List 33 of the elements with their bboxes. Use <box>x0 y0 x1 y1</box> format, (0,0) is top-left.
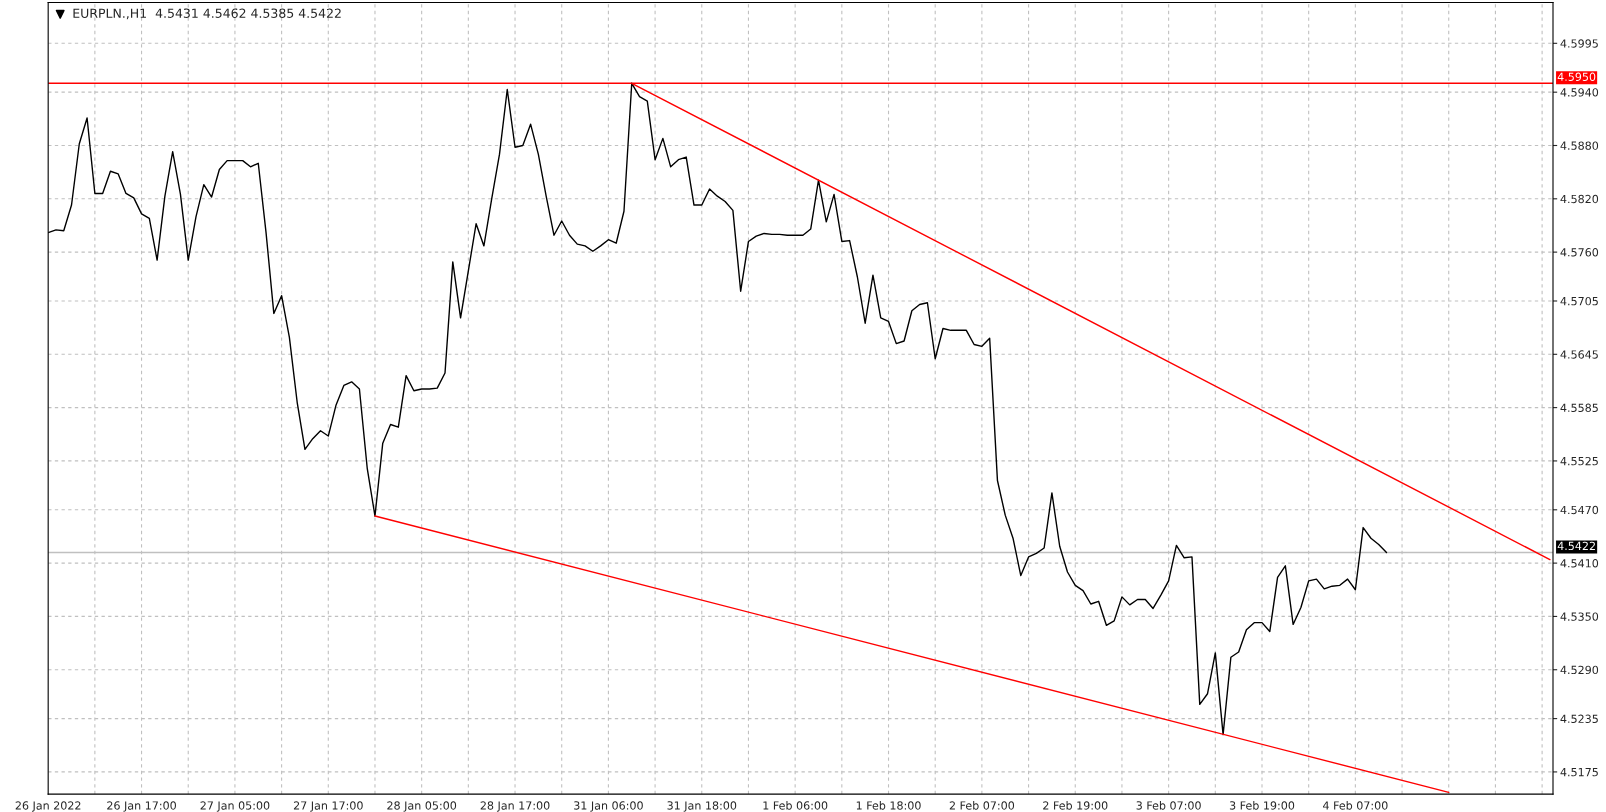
y-tick-label: 4.5235 <box>1560 714 1598 723</box>
x-tick-label: 3 Feb 07:00 <box>1136 801 1201 810</box>
chart-title: EURPLN.,H1 4.5431 4.5462 4.5385 4.5422 <box>73 8 341 20</box>
y-tick-label: 4.5290 <box>1560 665 1599 675</box>
ref-line-label: 4.5950 <box>1557 72 1596 81</box>
x-tick-label: 26 Jan 2022 <box>15 801 81 812</box>
y-tick-label: 4.5470 <box>1560 505 1599 515</box>
y-tick-label: 4.5350 <box>1560 612 1599 621</box>
x-tick-label: 31 Jan 18:00 <box>667 801 737 812</box>
x-tick-label: 4 Feb 07:00 <box>1323 801 1388 810</box>
x-tick-label: 1 Feb 06:00 <box>763 801 828 810</box>
y-tick-label: 4.5820 <box>1560 194 1599 204</box>
x-tick-label: 2 Feb 19:00 <box>1043 801 1108 810</box>
x-tick-label: 31 Jan 06:00 <box>574 801 643 812</box>
ref-line-label: 4.5422 <box>1557 541 1595 551</box>
y-tick-label: 4.5645 <box>1560 350 1598 359</box>
y-tick-label: 4.5175 <box>1560 768 1598 777</box>
x-tick-label: 27 Jan 05:00 <box>200 801 270 812</box>
y-tick-label: 4.5585 <box>1560 403 1598 412</box>
x-tick-label: 28 Jan 05:00 <box>387 801 457 812</box>
x-tick-label: 28 Jan 17:00 <box>480 801 550 812</box>
x-tick-label: 3 Feb 19:00 <box>1229 801 1295 810</box>
y-tick-label: 4.5940 <box>1560 88 1599 97</box>
y-tick-label: 4.5880 <box>1560 141 1599 150</box>
y-tick-label: 4.5410 <box>1560 559 1599 568</box>
x-tick-label: 27 Jan 17:00 <box>293 801 363 812</box>
x-tick-label: 1 Feb 18:00 <box>856 801 921 810</box>
y-tick-label: 4.5705 <box>1560 296 1598 306</box>
y-tick-label: 4.5760 <box>1560 248 1599 257</box>
x-tick-label: 26 Jan 17:00 <box>107 801 176 812</box>
y-tick-label: 4.5525 <box>1560 456 1598 466</box>
x-tick-label: 2 Feb 07:00 <box>949 801 1015 810</box>
y-tick-label: 4.5995 <box>1560 39 1598 48</box>
